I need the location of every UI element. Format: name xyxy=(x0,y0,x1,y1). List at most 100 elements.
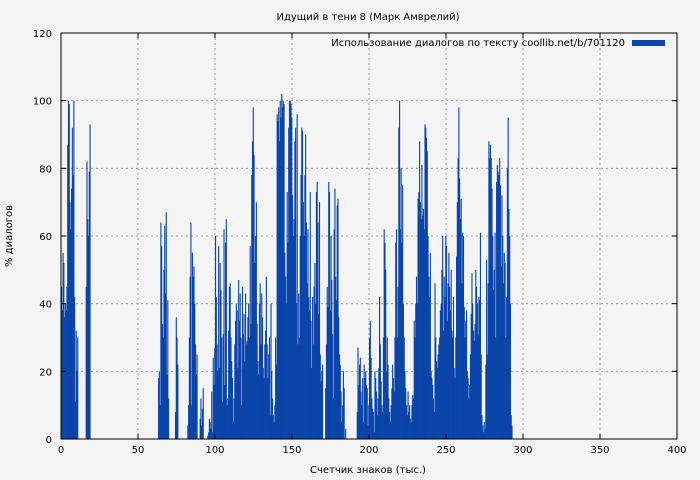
bar xyxy=(61,286,63,439)
bar xyxy=(397,286,399,439)
bar xyxy=(412,398,415,439)
bar xyxy=(419,141,421,439)
bar xyxy=(452,296,455,439)
bar xyxy=(207,435,209,439)
bar xyxy=(281,107,284,440)
bar xyxy=(435,361,438,439)
bar xyxy=(370,357,372,439)
bar xyxy=(405,405,408,439)
bar xyxy=(267,378,269,439)
bar xyxy=(245,344,247,439)
bar xyxy=(320,381,322,439)
bar xyxy=(389,422,391,439)
bar xyxy=(436,367,438,439)
bar xyxy=(287,242,289,439)
bar xyxy=(276,114,278,439)
bar xyxy=(437,354,439,439)
x-axis: 0 50 100 150 200 250 300 350 400 xyxy=(58,33,687,456)
bar xyxy=(435,337,437,439)
bar xyxy=(375,378,377,439)
bar xyxy=(342,371,344,439)
bar xyxy=(321,371,323,439)
bar xyxy=(174,411,177,439)
bar xyxy=(477,334,479,439)
bar xyxy=(480,354,482,439)
bar xyxy=(235,320,237,439)
bar xyxy=(294,141,296,439)
bar xyxy=(268,354,270,439)
bar xyxy=(304,175,306,439)
bar xyxy=(211,432,214,439)
bar xyxy=(497,171,499,439)
bar xyxy=(274,405,276,439)
bar xyxy=(302,202,304,439)
bar xyxy=(72,175,74,439)
bar xyxy=(446,320,448,439)
bar xyxy=(496,164,498,439)
bar xyxy=(379,344,381,439)
bar xyxy=(63,263,65,439)
bar xyxy=(490,158,492,439)
bar xyxy=(208,418,210,439)
bar xyxy=(322,364,324,439)
bar xyxy=(366,388,368,439)
bar xyxy=(394,337,396,439)
x-tick-label: 400 xyxy=(667,445,686,456)
bar xyxy=(455,337,457,439)
bar xyxy=(89,124,91,439)
bar xyxy=(259,283,261,439)
bar xyxy=(241,405,243,439)
y-tick-label: 60 xyxy=(39,232,52,243)
bar xyxy=(307,229,309,439)
bar xyxy=(70,229,72,439)
bar xyxy=(284,252,286,439)
bar xyxy=(251,175,253,439)
bar xyxy=(189,276,191,439)
bar xyxy=(504,263,506,439)
bar xyxy=(399,229,401,439)
bar xyxy=(273,422,275,439)
bar xyxy=(290,104,292,440)
y-tick-label: 40 xyxy=(39,300,52,311)
bar xyxy=(376,415,378,439)
bar xyxy=(482,432,485,439)
bar xyxy=(318,313,320,439)
bar xyxy=(486,354,488,439)
bar xyxy=(507,117,509,439)
bar xyxy=(474,323,476,439)
bar xyxy=(265,330,267,439)
bar xyxy=(161,246,163,439)
y-tick-label: 120 xyxy=(33,29,52,40)
bar xyxy=(369,320,371,439)
bar xyxy=(266,344,268,439)
bar xyxy=(506,296,508,439)
bar xyxy=(209,422,211,439)
bar xyxy=(381,405,383,439)
legend-label: Использование диалогов по тексту coollib… xyxy=(331,38,625,49)
bar xyxy=(226,405,228,439)
bar xyxy=(365,384,368,439)
bar xyxy=(499,185,502,439)
bar xyxy=(389,411,391,439)
bar xyxy=(406,415,408,439)
bar xyxy=(438,344,440,439)
bar xyxy=(221,337,223,439)
bar xyxy=(425,137,428,439)
bar xyxy=(454,378,456,439)
bar xyxy=(77,337,79,439)
bar xyxy=(271,398,274,439)
bar xyxy=(160,222,162,439)
bar xyxy=(465,320,467,439)
bar xyxy=(283,104,285,440)
bar xyxy=(418,192,420,439)
bar xyxy=(85,286,87,439)
bar xyxy=(176,337,178,439)
bar xyxy=(469,354,471,439)
bar xyxy=(272,415,274,439)
bar xyxy=(253,154,255,440)
bar xyxy=(257,361,259,439)
bar xyxy=(167,300,169,439)
bar xyxy=(236,310,238,439)
bar xyxy=(188,337,190,439)
bar xyxy=(378,367,380,439)
